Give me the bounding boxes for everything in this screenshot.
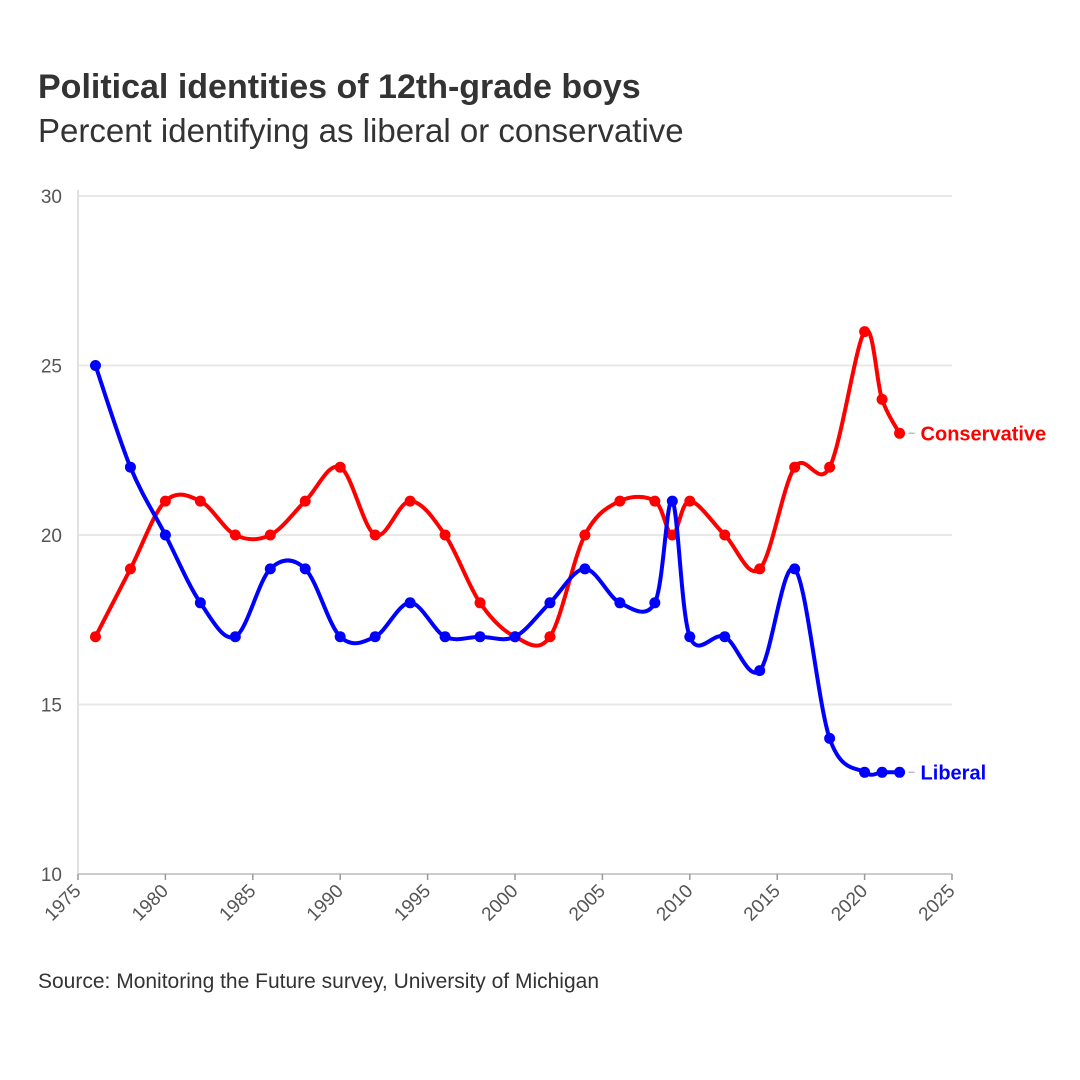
liberal-label: Liberal <box>921 762 987 784</box>
liberal-line <box>93 363 902 777</box>
liberal-point <box>159 529 171 541</box>
conservative-point <box>334 461 346 473</box>
conservative-point <box>299 495 311 507</box>
chart-subtitle: Percent identifying as liberal or conser… <box>38 112 684 149</box>
conservative-point <box>614 495 626 507</box>
y-tick-label: 30 <box>41 187 62 208</box>
x-tick-label: 2005 <box>565 881 610 926</box>
chart-title: Political identities of 12th-grade boys <box>38 68 641 106</box>
x-tick-label: 1980 <box>128 881 173 926</box>
y-tick-label: 15 <box>41 696 62 717</box>
x-tick-label: 1985 <box>216 881 261 926</box>
conservative-point <box>894 427 906 439</box>
conservative-point <box>124 563 136 575</box>
liberal-point <box>824 732 836 744</box>
conservative-point <box>474 597 486 609</box>
conservative-point <box>544 631 556 643</box>
conservative-label: Conservative <box>921 423 1047 445</box>
liberal-point <box>719 631 731 643</box>
conservative-point <box>159 495 171 507</box>
x-tick-label: 2025 <box>915 881 960 926</box>
conservative-point <box>824 461 836 473</box>
liberal-point <box>404 597 416 609</box>
x-tick-label: 2020 <box>827 881 872 926</box>
conservative-point <box>579 529 591 541</box>
liberal-point <box>299 563 311 575</box>
x-tick-label: 1995 <box>390 881 435 926</box>
liberal-point <box>876 766 888 778</box>
liberal-point <box>789 563 801 575</box>
conservative-point <box>754 563 766 575</box>
liberal-point <box>509 631 521 643</box>
conservative-point <box>229 529 241 541</box>
conservative-point <box>649 495 661 507</box>
conservative-point <box>666 529 678 541</box>
conservative-point <box>859 326 871 338</box>
gridlines <box>78 195 952 875</box>
conservative-point <box>719 529 731 541</box>
series-labels: Conservative Liberal <box>908 423 1047 784</box>
liberal-point <box>614 597 626 609</box>
liberal-point <box>474 631 486 643</box>
x-tick-label: 1975 <box>41 881 86 926</box>
liberal-point <box>859 766 871 778</box>
liberal-point <box>754 665 766 677</box>
liberal-point <box>439 631 451 643</box>
conservative-point <box>789 461 801 473</box>
y-tick-label: 20 <box>41 526 62 547</box>
liberal-point <box>124 461 136 473</box>
liberal-point <box>334 631 346 643</box>
liberal-point <box>89 360 101 371</box>
conservative-point <box>89 631 101 643</box>
x-tick-label: 1990 <box>303 881 348 926</box>
liberal-point <box>579 563 591 575</box>
liberal-point <box>369 631 381 643</box>
liberal-point <box>894 766 906 778</box>
conservative-point <box>439 529 451 541</box>
liberal-point <box>194 597 206 609</box>
y-tick-label: 10 <box>41 865 62 886</box>
conservative-point <box>264 529 276 541</box>
series-lines <box>89 326 906 778</box>
source-note: Source: Monitoring the Future survey, Un… <box>38 970 600 993</box>
liberal-point <box>649 597 661 609</box>
liberal-point <box>666 495 678 507</box>
x-tick-label: 2010 <box>653 881 698 926</box>
liberal-point <box>544 597 556 609</box>
x-tick-label: 2015 <box>740 881 785 926</box>
x-tick-label: 2000 <box>478 881 523 926</box>
conservative-point <box>194 495 206 507</box>
conservative-point <box>369 529 381 541</box>
conservative-point <box>684 495 696 507</box>
liberal-point <box>684 631 696 643</box>
conservative-point <box>876 393 888 405</box>
liberal-point <box>264 563 276 575</box>
liberal-point <box>229 631 241 643</box>
y-tick-label: 25 <box>41 357 62 378</box>
conservative-point <box>404 495 416 507</box>
